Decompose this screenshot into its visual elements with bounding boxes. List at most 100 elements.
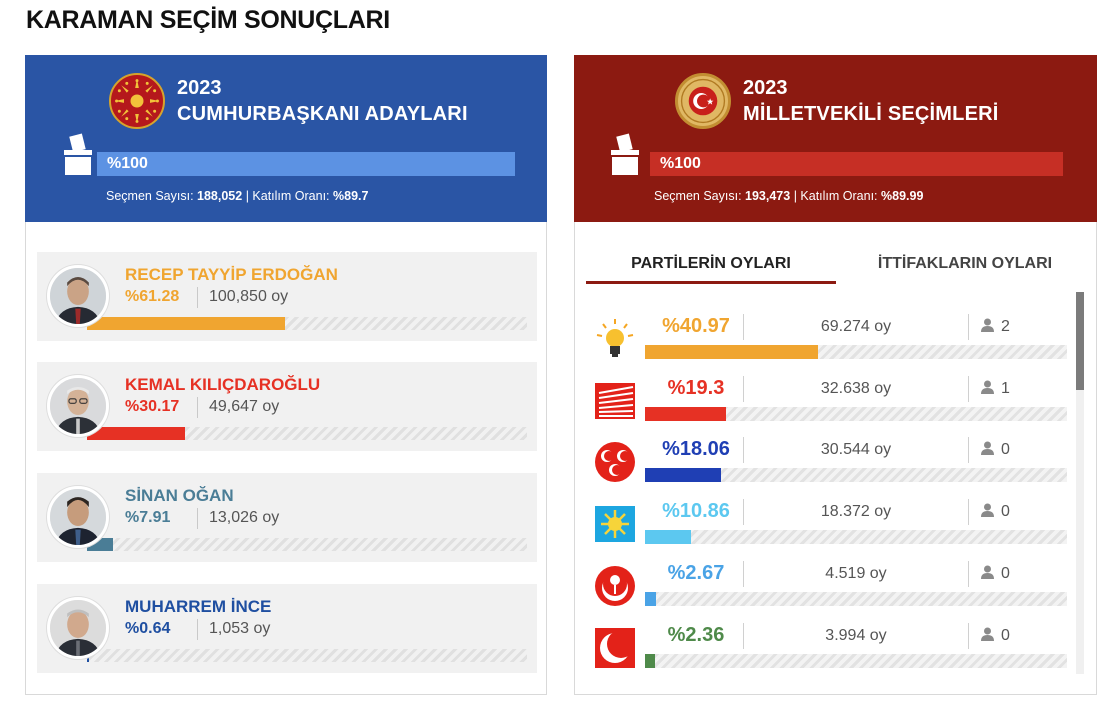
mhp-crescents-icon: [593, 440, 637, 484]
party-row: %19.3 32.638 oy 1: [591, 373, 1067, 429]
party-votes: 3.994 oy: [825, 627, 887, 644]
candidate-name: RECEP TAYYİP ERDOĞAN: [125, 265, 338, 284]
candidate-votes: 49,647 oy: [209, 398, 280, 415]
party-row: %40.97 69.274 oy 2: [591, 311, 1067, 367]
party-votes: 69.274 oy: [820, 318, 892, 335]
tab-alliance-votes[interactable]: İTTİFAKLARIN OYLARI: [877, 255, 1053, 272]
presidential-progress-label: %100: [107, 155, 148, 172]
party-percent: %19.3: [667, 377, 725, 399]
party-vote-bar-fill: [645, 345, 818, 359]
candidate-card[interactable]: RECEP TAYYİP ERDOĞAN %61.28 100,850 oy: [37, 252, 537, 341]
candidate-vote-bar: [87, 317, 527, 330]
party-votes: 4.519 oy: [825, 565, 887, 582]
party-row: %2.36 3.994 oy 0: [591, 620, 1067, 676]
candidate-card[interactable]: SİNAN OĞAN %7.91 13,026 oy: [37, 473, 537, 562]
parliament-stats: Seçmen Sayısı: 193,473 | Katılım Oranı: …: [654, 189, 923, 203]
candidate-votes: 1,053 oy: [209, 620, 271, 637]
person-icon: [981, 503, 994, 522]
party-list-scrollbar[interactable]: [1076, 292, 1084, 674]
party-seat-count: 1: [1001, 380, 1010, 397]
parliament-title: MİLLETVEKİLİ SEÇİMLERİ: [743, 103, 999, 125]
party-vote-bar-fill: [645, 407, 727, 421]
party-vote-bar: [645, 654, 1067, 668]
turnout-value: %89.99: [881, 189, 924, 203]
turnout-label: | Katılım Oranı:: [793, 189, 878, 203]
voters-value: 188,052: [197, 189, 243, 203]
party-votes: 30.544 oy: [820, 441, 892, 458]
akp-lightbulb-icon: [593, 317, 637, 361]
ballot-box-icon: [608, 133, 642, 177]
scrollbar-thumb[interactable]: [1076, 292, 1084, 390]
party-percent: %40.97: [662, 315, 730, 337]
candidate-percent: %7.91: [125, 509, 171, 526]
party-seat-count: 0: [1001, 503, 1010, 520]
candidate-card[interactable]: KEMAL KILIÇDAROĞLU %30.17 49,647 oy: [37, 362, 537, 451]
party-row: %18.06 30.544 oy 0: [591, 434, 1067, 490]
yrp-crescent-icon: [593, 626, 637, 670]
party-vote-bar-fill: [645, 592, 657, 606]
party-percent: %2.67: [667, 562, 725, 584]
turnout-value: %89.7: [333, 189, 369, 203]
party-seats: 0: [981, 503, 1010, 522]
person-icon: [981, 441, 994, 460]
candidate-vote-bar: [87, 538, 527, 551]
party-seat-count: 2: [1001, 318, 1010, 335]
iyi-sun-icon: [593, 502, 637, 546]
party-seats: 0: [981, 565, 1010, 584]
candidate-photo: [47, 597, 109, 659]
candidate-percent: %61.28: [125, 288, 180, 305]
parliament-year: 2023: [743, 77, 788, 99]
candidate-photo: [47, 375, 109, 437]
party-seats: 0: [981, 441, 1010, 460]
parliament-header: 2023 MİLLETVEKİLİ SEÇİMLERİ %100 Seçmen …: [574, 55, 1097, 222]
party-seat-count: 0: [1001, 441, 1010, 458]
person-icon: [981, 565, 994, 584]
turnout-label: | Katılım Oranı:: [245, 189, 330, 203]
party-vote-bar: [645, 468, 1067, 482]
party-vote-bar-fill: [645, 654, 655, 668]
tab-party-votes[interactable]: PARTİLERİN OYLARI: [586, 255, 836, 284]
party-seats: 2: [981, 318, 1010, 337]
voters-label: Seçmen Sayısı:: [654, 189, 742, 203]
btp-rose-icon: [593, 564, 637, 608]
candidate-card[interactable]: MUHARREM İNCE %0.64 1,053 oy: [37, 584, 537, 673]
party-votes: 32.638 oy: [820, 380, 892, 397]
party-row: %10.86 18.372 oy 0: [591, 496, 1067, 552]
candidate-name: MUHARREM İNCE: [125, 597, 272, 616]
party-seats: 0: [981, 627, 1010, 646]
party-vote-bar-fill: [645, 468, 722, 482]
parliament-seal-icon: [675, 73, 731, 129]
presidential-title: CUMHURBAŞKANI ADAYLARI: [177, 103, 468, 125]
party-percent: %2.36: [667, 624, 725, 646]
party-vote-bar: [645, 592, 1067, 606]
party-votes: 18.372 oy: [820, 503, 892, 520]
presidential-seal-icon: [109, 73, 165, 129]
person-icon: [981, 318, 994, 337]
presidential-progress-bar: %100: [97, 152, 515, 176]
page-title: KARAMAN SEÇİM SONUÇLARI: [26, 6, 390, 34]
party-seat-count: 0: [1001, 565, 1010, 582]
candidate-photo: [47, 486, 109, 548]
party-row: %2.67 4.519 oy 0: [591, 558, 1067, 614]
parliament-progress-bar: %100: [650, 152, 1063, 176]
candidate-name: SİNAN OĞAN: [125, 486, 234, 505]
party-vote-bar: [645, 345, 1067, 359]
candidate-name: KEMAL KILIÇDAROĞLU: [125, 375, 321, 394]
candidate-vote-bar-fill: [87, 317, 286, 330]
presidential-stats: Seçmen Sayısı: 188,052 | Katılım Oranı: …: [106, 189, 368, 203]
party-vote-bar: [645, 407, 1067, 421]
person-icon: [981, 380, 994, 399]
presidential-year: 2023: [177, 77, 222, 99]
candidate-votes: 100,850 oy: [209, 288, 289, 305]
ballot-box-icon: [61, 133, 95, 177]
party-seat-count: 0: [1001, 627, 1010, 644]
party-vote-bar-fill: [645, 530, 691, 544]
candidate-percent: %30.17: [125, 398, 180, 415]
parliament-progress-label: %100: [660, 155, 701, 172]
person-icon: [981, 627, 994, 646]
candidate-photo: [47, 265, 109, 327]
candidate-vote-bar-fill: [87, 427, 185, 440]
party-vote-bar: [645, 530, 1067, 544]
presidential-header: 2023 CUMHURBAŞKANI ADAYLARI %100 Seçmen …: [25, 55, 547, 222]
party-seats: 1: [981, 380, 1010, 399]
